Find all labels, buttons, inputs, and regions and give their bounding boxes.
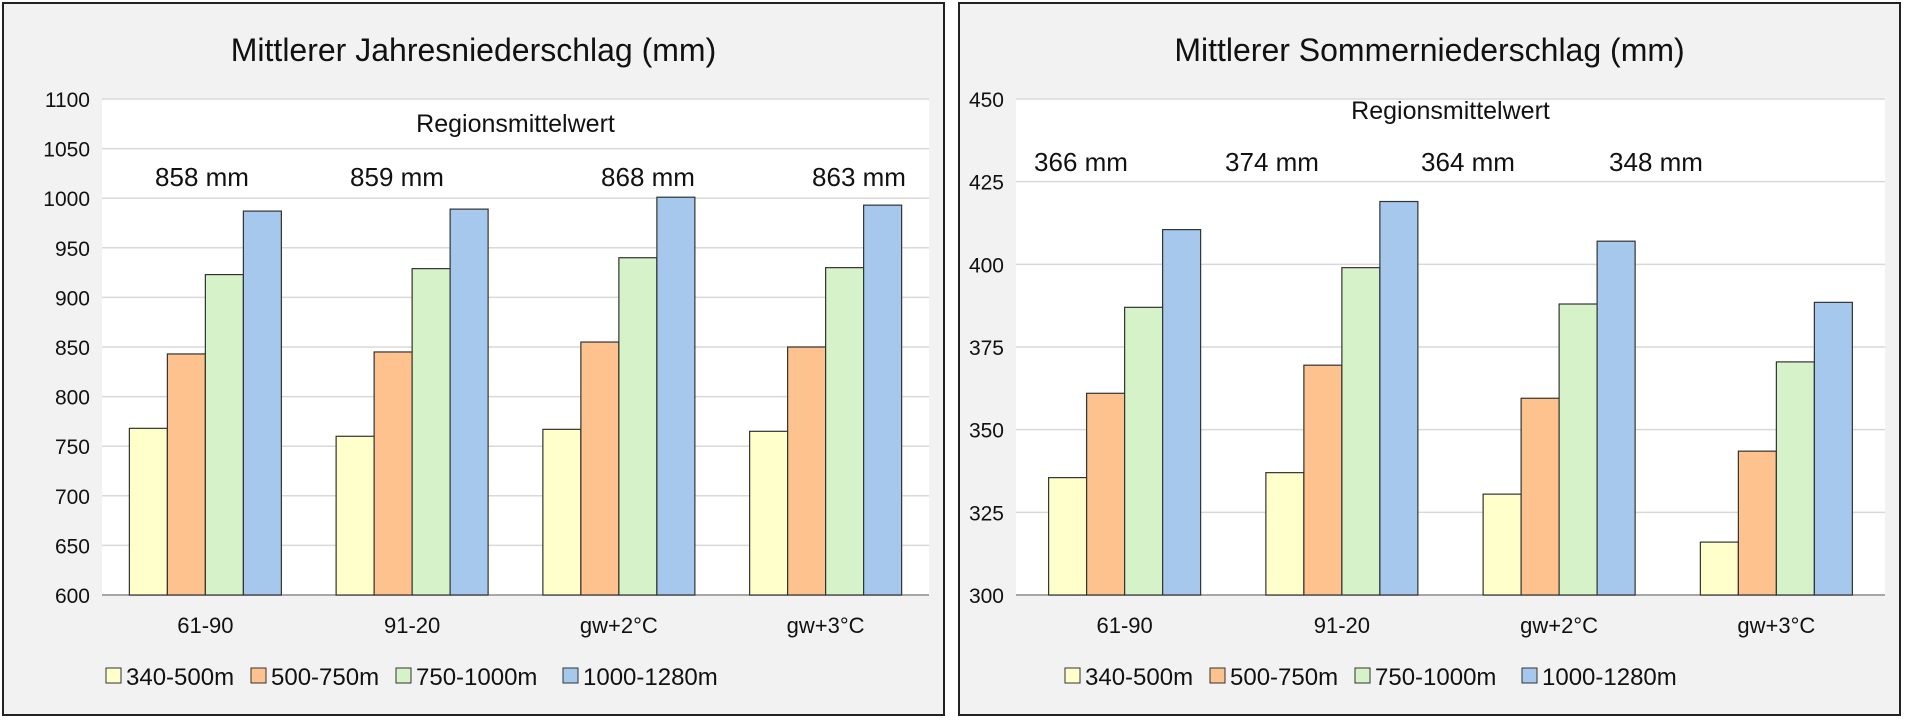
bar-500-750m-gw+3°C: [787, 346, 827, 596]
y-tick-label: 900: [55, 287, 90, 310]
y-tick-label: 850: [55, 337, 90, 360]
bar-750-1000m-91-20: [411, 268, 451, 596]
y-tick-label: 600: [55, 585, 90, 608]
y-tick-label: 950: [55, 238, 90, 261]
x-category-label: 61-90: [177, 613, 233, 638]
bar-500-750m-61-90: [166, 353, 206, 596]
x-category-label: 91-20: [384, 613, 440, 638]
legend-label: 1000-1280m: [1542, 664, 1677, 691]
chart-title: Mittlerer Jahresniederschlag (mm): [231, 32, 716, 68]
x-category-label: 91-20: [1314, 613, 1370, 638]
legend-label: 340-500m: [126, 664, 234, 691]
bar-750-1000m-gw+2°C: [1558, 303, 1598, 596]
x-category-label: 61-90: [1096, 613, 1152, 638]
bar-1000-1280m-61-90: [242, 210, 282, 596]
y-tick-label: 300: [969, 585, 1004, 608]
annotation-regionsmittelwert: Regionsmittelwert: [1351, 97, 1550, 125]
legend-label: 750-1000m: [416, 664, 537, 691]
legend-swatch: [250, 667, 267, 684]
bar-1000-1280m-gw+3°C: [863, 204, 903, 596]
y-tick-label: 700: [55, 486, 90, 509]
region-mean-label: 364 mm: [1421, 147, 1515, 177]
legend-label: 750-1000m: [1375, 664, 1496, 691]
bar-500-750m-91-20: [373, 351, 413, 596]
y-tick-label: 650: [55, 535, 90, 558]
legend-label: 1000-1280m: [583, 664, 718, 691]
bar-750-1000m-61-90: [1124, 306, 1164, 596]
y-tick-label: 325: [969, 502, 1004, 525]
bar-750-1000m-gw+3°C: [1775, 361, 1815, 596]
legend-swatch: [1521, 667, 1538, 684]
bar-1000-1280m-gw+2°C: [656, 196, 696, 596]
legend-swatch: [1209, 667, 1226, 684]
legend-swatch: [1064, 667, 1081, 684]
chart-panel-annual: 600 650 700 750 800 850 900 950 1000 1050 1100 Mitt…: [2, 2, 945, 716]
bar-500-750m-gw+2°C: [1520, 397, 1560, 596]
y-tick-label: 350: [969, 420, 1004, 443]
bar-1000-1280m-91-20: [449, 208, 489, 596]
annotation-regionsmittelwert: Regionsmittelwert: [416, 110, 615, 138]
bar-1000-1280m-61-90: [1162, 229, 1202, 596]
x-category-label: gw+2°C: [1520, 613, 1598, 638]
region-mean-label: 366 mm: [1034, 147, 1128, 177]
legend-swatch: [562, 667, 579, 684]
bar-340-500m-gw+3°C: [1699, 541, 1739, 596]
y-tick-label: 800: [55, 387, 90, 410]
y-tick-label: 425: [969, 172, 1004, 195]
bar-1000-1280m-91-20: [1379, 200, 1419, 596]
region-mean-label: 374 mm: [1225, 147, 1319, 177]
y-tick-label: 750: [55, 436, 90, 459]
bar-1000-1280m-gw+3°C: [1813, 301, 1853, 596]
region-mean-label: 863 mm: [812, 162, 906, 192]
legend-label: 500-750m: [271, 664, 379, 691]
x-category-label: gw+3°C: [787, 613, 865, 638]
bar-750-1000m-gw+3°C: [825, 267, 865, 596]
y-tick-label: 1100: [45, 89, 90, 112]
bar-500-750m-gw+2°C: [580, 341, 620, 596]
bar-750-1000m-gw+2°C: [618, 257, 658, 596]
bar-500-750m-61-90: [1086, 392, 1126, 596]
y-tick-label: 450: [969, 89, 1004, 112]
legend-swatch: [105, 667, 122, 684]
y-tick-label: 400: [969, 254, 1004, 277]
region-mean-label: 348 mm: [1609, 147, 1703, 177]
bar-340-500m-gw+2°C: [1482, 493, 1522, 596]
bar-750-1000m-61-90: [204, 273, 244, 596]
legend-swatch: [395, 667, 412, 684]
region-mean-label: 859 mm: [350, 162, 444, 192]
summer-precipitation-chart: 300 325 350 375 400 425 450 Mittlerer Sommernie…: [969, 32, 1885, 691]
bar-500-750m-91-20: [1303, 364, 1343, 596]
bar-340-500m-gw+3°C: [749, 430, 789, 596]
bar-340-500m-61-90: [1048, 477, 1088, 596]
chart-title: Mittlerer Sommerniederschlag (mm): [1174, 32, 1684, 68]
bar-750-1000m-91-20: [1341, 267, 1381, 596]
bar-500-750m-gw+3°C: [1737, 450, 1777, 596]
x-category-label: gw+2°C: [580, 613, 658, 638]
legend-swatch: [1354, 667, 1371, 684]
legend-label: 340-500m: [1085, 664, 1193, 691]
bar-340-500m-91-20: [1265, 472, 1305, 596]
y-tick-label: 1000: [43, 188, 90, 211]
legend-label: 500-750m: [1230, 664, 1338, 691]
x-category-label: gw+3°C: [1737, 613, 1815, 638]
region-mean-label: 858 mm: [155, 162, 249, 192]
annual-precipitation-chart: 600 650 700 750 800 850 900 950 1000 1050 1100 Mitt…: [43, 32, 929, 691]
bar-340-500m-gw+2°C: [542, 428, 582, 596]
y-tick-label: 375: [969, 337, 1004, 360]
region-mean-label: 868 mm: [601, 162, 695, 192]
bar-340-500m-91-20: [335, 435, 375, 596]
bar-340-500m-61-90: [128, 427, 168, 596]
chart-panel-summer: 300 325 350 375 400 425 450 Mittlerer Sommernie…: [958, 2, 1901, 716]
y-tick-label: 1050: [43, 139, 90, 162]
bar-1000-1280m-gw+2°C: [1596, 240, 1636, 596]
